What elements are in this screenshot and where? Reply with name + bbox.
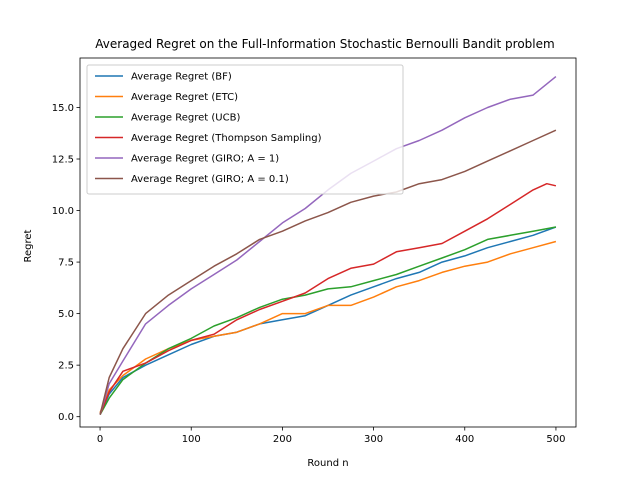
y-tick-label: 2.5 [58, 361, 74, 372]
legend-box [86, 64, 404, 195]
x-tick-label: 400 [455, 434, 474, 445]
y-tick-label: 12.5 [52, 155, 74, 166]
x-axis-ticks: 0 100 200 300 400 500 [97, 427, 565, 445]
legend-label-6: Average Regret (GIRO; A = 0.1) [131, 174, 289, 185]
series-line-4 [99, 182, 557, 415]
series-lines [99, 76, 557, 415]
y-axis-ticks: 0.0 2.5 5.0 7.5 10.0 12.5 15.0 [52, 103, 80, 423]
series-line-3 [99, 226, 557, 415]
x-axis-label: Round n [307, 458, 348, 469]
legend-label-5: Average Regret (GIRO; A = 1) [131, 154, 279, 165]
y-tick-label: 10.0 [52, 206, 74, 217]
series-line-6 [99, 129, 557, 415]
x-tick-label: 200 [273, 434, 292, 445]
x-tick-label: 300 [364, 434, 383, 445]
series-line-5 [99, 76, 557, 415]
legend-label-2: Average Regret (ETC) [131, 92, 238, 103]
legend: Average Regret (BF) Average Regret (ETC) A… [86, 64, 404, 195]
x-tick-label: 500 [546, 434, 565, 445]
y-axis-label: Regret [23, 229, 34, 262]
legend-label-3: Average Regret (UCB) [131, 113, 240, 124]
legend-label-4: Average Regret (Thompson Sampling) [131, 133, 322, 144]
x-tick-label: 0 [97, 434, 103, 445]
x-tick-label: 100 [182, 434, 201, 445]
y-tick-label: 15.0 [52, 103, 74, 114]
legend-label-1: Average Regret (BF) [131, 72, 232, 83]
series-line-1 [99, 226, 557, 415]
series-line-2 [99, 240, 557, 413]
chart-title: Averaged Regret on the Full-Information … [95, 37, 554, 51]
y-tick-label: 0.0 [58, 412, 74, 423]
y-tick-label: 5.0 [58, 309, 74, 320]
plot-frame [79, 57, 577, 428]
y-tick-label: 7.5 [58, 258, 74, 269]
